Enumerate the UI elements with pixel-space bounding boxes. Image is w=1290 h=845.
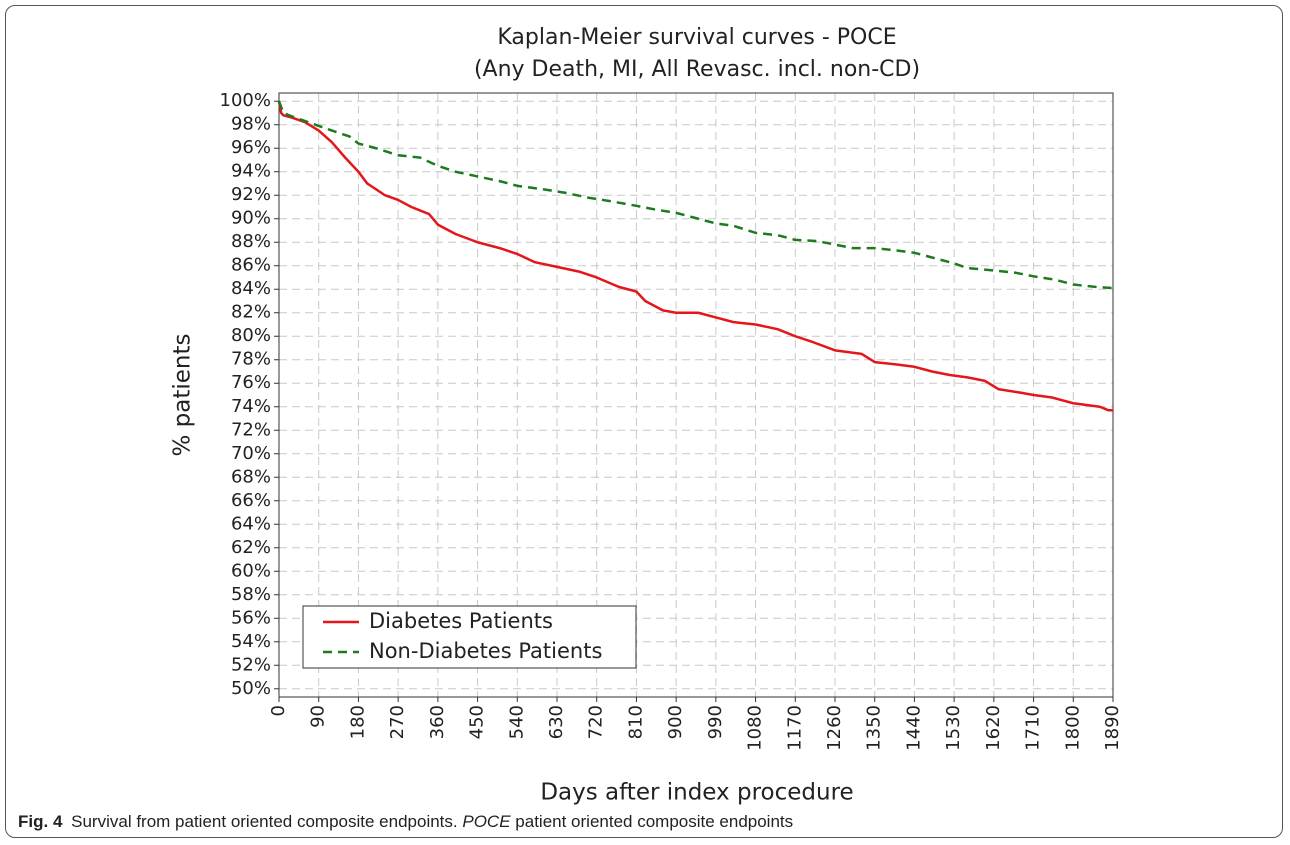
x-tick-label: 720 bbox=[586, 705, 607, 739]
y-tick-label: 58% bbox=[231, 584, 271, 605]
chart-subtitle: (Any Death, MI, All Revasc. incl. non-CD… bbox=[474, 57, 920, 82]
y-tick-label: 70% bbox=[231, 443, 271, 464]
x-tick-label: 450 bbox=[467, 705, 488, 739]
y-tick-label: 72% bbox=[231, 419, 271, 440]
figure-frame bbox=[5, 5, 1283, 838]
legend-label: Diabetes Patients bbox=[369, 609, 553, 633]
y-tick-label: 84% bbox=[231, 278, 271, 299]
legend-box bbox=[302, 605, 637, 669]
y-axis-label: % patients bbox=[170, 334, 196, 457]
x-tick-label: 990 bbox=[705, 705, 726, 739]
y-tick-label: 76% bbox=[231, 372, 271, 393]
x-tick-label: 1080 bbox=[745, 705, 766, 751]
caption-term: POCE bbox=[462, 812, 511, 831]
y-tick-label: 52% bbox=[231, 654, 271, 675]
x-tick-label: 1170 bbox=[784, 705, 805, 751]
y-tick-label: 60% bbox=[231, 560, 271, 581]
x-tick-label: 1260 bbox=[824, 705, 845, 751]
plot-frame bbox=[278, 92, 1114, 698]
survival-curve bbox=[277, 100, 1114, 290]
y-tick-label: 88% bbox=[231, 231, 271, 252]
chart-title: Kaplan-Meier survival curves - POCE bbox=[497, 25, 896, 50]
y-tick-label: 90% bbox=[231, 208, 271, 229]
x-tick-label: 630 bbox=[546, 705, 567, 739]
legend-label: Non-Diabetes Patients bbox=[369, 639, 602, 663]
x-tick-label: 270 bbox=[387, 705, 408, 739]
y-tick-label: 94% bbox=[231, 161, 271, 182]
caption-definition: patient oriented composite endpoints bbox=[515, 812, 794, 831]
y-tick-label: 64% bbox=[231, 513, 271, 534]
x-tick-label: 180 bbox=[347, 705, 368, 739]
y-tick-label: 54% bbox=[231, 631, 271, 652]
y-tick-label: 92% bbox=[231, 184, 271, 205]
y-tick-label: 96% bbox=[231, 137, 271, 158]
y-tick-label: 50% bbox=[231, 678, 271, 699]
x-tick-label: 900 bbox=[665, 705, 686, 739]
y-tick-label: 86% bbox=[231, 255, 271, 276]
caption-label: Fig. 4 bbox=[18, 812, 63, 831]
x-tick-label: 1530 bbox=[943, 705, 964, 751]
y-tick-label: 98% bbox=[231, 114, 271, 135]
y-tick-label: 100% bbox=[220, 90, 271, 111]
y-tick-label: 66% bbox=[231, 490, 271, 511]
caption-text: Survival from patient oriented composite… bbox=[71, 812, 458, 831]
x-tick-label: 0 bbox=[268, 705, 289, 716]
y-tick-label: 68% bbox=[231, 466, 271, 487]
x-tick-label: 1800 bbox=[1062, 705, 1083, 751]
x-axis-label: Days after index procedure bbox=[540, 780, 853, 806]
y-tick-label: 82% bbox=[231, 302, 271, 323]
y-tick-label: 62% bbox=[231, 537, 271, 558]
y-tick-label: 56% bbox=[231, 607, 271, 628]
y-tick-label: 78% bbox=[231, 349, 271, 370]
y-tick-label: 80% bbox=[231, 325, 271, 346]
survival-curve bbox=[277, 100, 1113, 412]
caption: Fig. 4 Survival from patient oriented co… bbox=[18, 812, 793, 832]
y-tick-label: 74% bbox=[231, 396, 271, 417]
x-tick-label: 90 bbox=[308, 705, 329, 728]
x-tick-label: 1710 bbox=[1023, 705, 1044, 751]
x-tick-label: 360 bbox=[427, 705, 448, 739]
x-tick-label: 810 bbox=[625, 705, 646, 739]
x-tick-label: 540 bbox=[506, 705, 527, 739]
x-tick-label: 1350 bbox=[864, 705, 885, 751]
plot-area bbox=[279, 93, 1113, 697]
x-tick-label: 1440 bbox=[903, 705, 924, 751]
x-tick-label: 1620 bbox=[983, 705, 1004, 751]
x-tick-label: 1890 bbox=[1102, 705, 1123, 751]
